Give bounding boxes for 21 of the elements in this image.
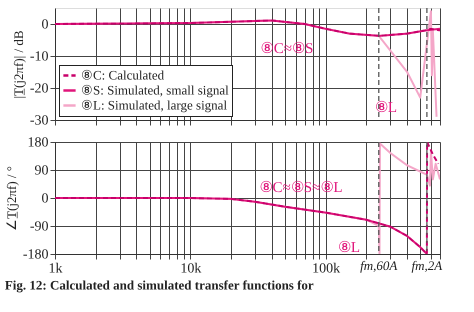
- caption: Fig. 12: Calculated and simulated transfer functions for: [4, 278, 314, 292]
- ref-line-label: fm,2A: [412, 258, 442, 273]
- annotation: ⑧L: [338, 240, 360, 256]
- legend-label: ⑧L: Simulated, large signal: [81, 98, 228, 112]
- y-tick-label: -20: [30, 82, 48, 96]
- y-tick-label: -10: [30, 50, 48, 64]
- x-tick-label: 1k: [48, 262, 62, 276]
- x-tick-label: 10k: [180, 262, 202, 276]
- y-tick-label: -180: [22, 248, 48, 262]
- y-tick-label: -30: [30, 114, 48, 128]
- legend-label: ⑧C: Calculated: [81, 68, 165, 82]
- y-tick-label: 90: [34, 164, 48, 178]
- y-tick-label: 0: [42, 192, 48, 206]
- y-tick-label: 0: [42, 18, 48, 32]
- legend-label: ⑧S: Simulated, small signal: [81, 82, 230, 98]
- x-tick-label: 100k: [312, 262, 340, 276]
- y-axis-title: |T̲(j2πf)| / dB: [10, 30, 26, 99]
- y-tick-label: 180: [28, 136, 48, 150]
- ref-line-label: fm,60A: [360, 258, 398, 273]
- y-tick-label: -90: [30, 220, 48, 234]
- y-axis-title: ∠T̲(j2πf) / °: [4, 166, 19, 231]
